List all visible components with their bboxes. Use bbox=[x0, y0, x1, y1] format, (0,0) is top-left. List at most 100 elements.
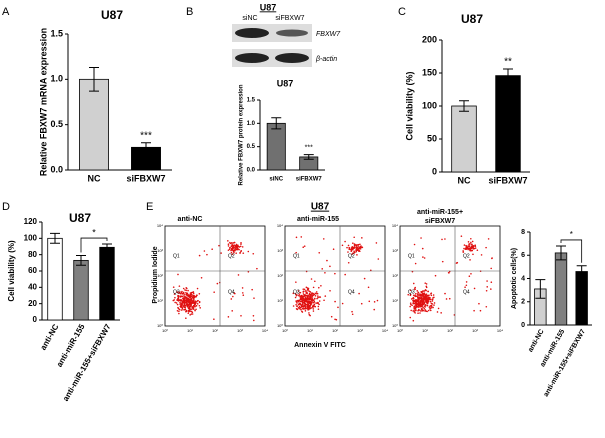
event-dot bbox=[422, 306, 424, 309]
event-dot bbox=[301, 300, 304, 303]
event-dot bbox=[299, 307, 301, 310]
event-dot bbox=[427, 290, 429, 293]
event-dot bbox=[470, 243, 473, 246]
event-dot bbox=[299, 291, 302, 294]
event-dot bbox=[344, 273, 346, 276]
event-dot bbox=[308, 290, 310, 293]
event-dot bbox=[353, 252, 356, 254]
event-dot bbox=[312, 308, 315, 310]
event-dot bbox=[193, 300, 195, 303]
quadrant-label: Q1 bbox=[293, 253, 300, 259]
event-dot bbox=[230, 251, 233, 254]
event-dot bbox=[471, 245, 474, 248]
event-dot bbox=[295, 294, 298, 297]
event-dot bbox=[358, 292, 360, 295]
event-dot bbox=[304, 306, 307, 309]
bar bbox=[73, 259, 89, 321]
event-dot bbox=[427, 309, 430, 312]
event-dot bbox=[180, 295, 183, 297]
event-dot bbox=[304, 310, 307, 312]
event-dot bbox=[199, 307, 201, 309]
flow-y-tick: 10¹ bbox=[392, 298, 398, 303]
x-tick-label: siNC bbox=[269, 177, 283, 183]
event-dot bbox=[176, 310, 179, 312]
event-dot bbox=[235, 252, 237, 254]
event-dot bbox=[444, 292, 446, 295]
flow-group: anti-miR-155+ bbox=[417, 209, 463, 216]
event-dot bbox=[230, 247, 233, 250]
event-dot bbox=[173, 299, 176, 301]
y-tick-label: 150 bbox=[422, 67, 437, 77]
event-dot bbox=[432, 297, 434, 299]
event-dot bbox=[418, 298, 421, 300]
bar bbox=[99, 246, 115, 321]
western-blot: U87 siNC siFBXW7 FBXW7 β-actin bbox=[232, 2, 341, 67]
event-dot bbox=[341, 244, 344, 247]
event-dot bbox=[305, 294, 308, 297]
event-dot bbox=[234, 247, 236, 250]
event-dot bbox=[295, 281, 297, 283]
event-dot bbox=[431, 300, 434, 302]
event-dot bbox=[410, 309, 412, 312]
event-dot bbox=[426, 294, 429, 297]
error-bar bbox=[76, 254, 86, 266]
event-dot bbox=[373, 308, 376, 311]
event-dot bbox=[306, 303, 309, 305]
y-tick-label: 200 bbox=[422, 34, 437, 44]
significance: * bbox=[92, 227, 96, 237]
event-dot bbox=[341, 302, 344, 305]
event-dot bbox=[414, 306, 417, 309]
flow-y-tick: 10³ bbox=[277, 248, 283, 253]
event-dot bbox=[300, 236, 303, 238]
event-dot bbox=[421, 310, 423, 312]
event-dot bbox=[414, 286, 416, 289]
event-dot bbox=[296, 305, 298, 308]
event-dot bbox=[432, 306, 434, 309]
event-dot bbox=[303, 245, 306, 247]
flow-x-tick: 10⁰ bbox=[162, 328, 168, 333]
event-dot bbox=[178, 310, 180, 313]
y-axis-label: Relative FBXW7 mRNA expression bbox=[38, 28, 48, 176]
event-dot bbox=[316, 292, 319, 295]
event-dot bbox=[423, 257, 426, 259]
event-dot bbox=[486, 280, 488, 282]
event-dot bbox=[429, 308, 431, 310]
event-dot bbox=[312, 292, 314, 295]
event-dot bbox=[299, 297, 302, 300]
quadrant-label: Q4 bbox=[228, 289, 235, 295]
event-dot bbox=[368, 300, 371, 303]
event-dot bbox=[180, 309, 183, 311]
error-bar bbox=[89, 67, 99, 92]
bar bbox=[575, 271, 588, 326]
event-dot bbox=[316, 297, 318, 300]
event-dot bbox=[409, 294, 412, 297]
event-dot bbox=[425, 285, 428, 288]
event-dot bbox=[348, 248, 351, 251]
event-dot bbox=[418, 296, 421, 299]
event-dot bbox=[367, 286, 370, 289]
event-dot bbox=[181, 300, 184, 303]
event-dot bbox=[195, 308, 197, 311]
event-dot bbox=[233, 251, 235, 254]
event-dot bbox=[295, 236, 298, 239]
event-dot bbox=[314, 295, 317, 297]
event-dot bbox=[220, 252, 222, 254]
y-axis-label: Cell viability (%) bbox=[404, 71, 414, 140]
event-dot bbox=[312, 310, 315, 312]
event-dot bbox=[422, 300, 425, 302]
event-dot bbox=[188, 307, 191, 309]
event-dot bbox=[490, 288, 492, 290]
event-dot bbox=[302, 293, 305, 295]
chart-title: U87 bbox=[69, 211, 91, 225]
event-dot bbox=[231, 253, 234, 255]
event-dot bbox=[235, 243, 238, 246]
significance-bracket bbox=[80, 237, 108, 253]
event-dot bbox=[425, 283, 428, 285]
event-dot bbox=[307, 307, 310, 309]
event-dot bbox=[206, 253, 208, 256]
event-dot bbox=[351, 313, 354, 316]
event-dot bbox=[470, 241, 472, 244]
flow-title: U87 bbox=[311, 202, 330, 213]
event-dot bbox=[425, 310, 428, 313]
event-dot bbox=[329, 265, 331, 268]
